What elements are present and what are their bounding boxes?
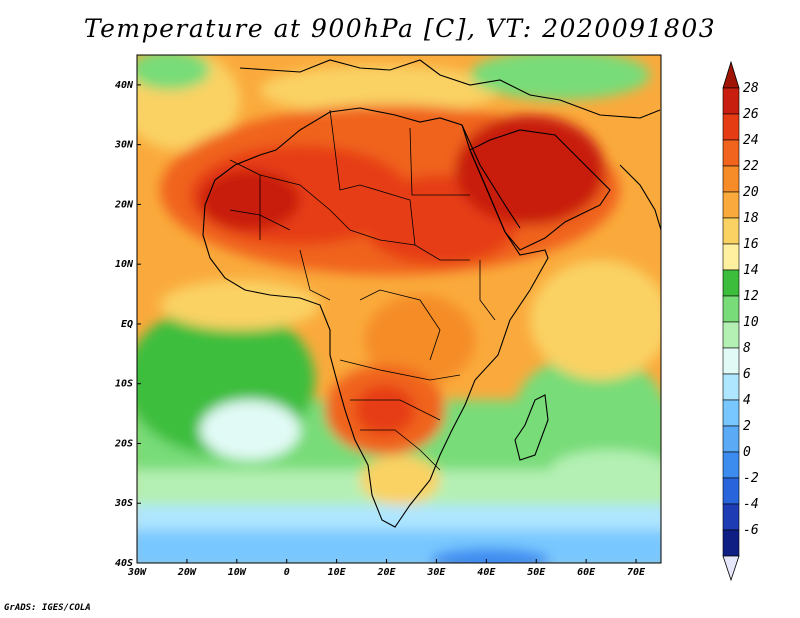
- field-indian-pale: [550, 450, 661, 490]
- europe-coastline: [239, 59, 661, 119]
- border-line: [229, 209, 291, 231]
- y-tick-label: 30S: [114, 498, 133, 509]
- x-tick-label: 10E: [328, 567, 347, 578]
- field-med-yellow: [260, 65, 500, 115]
- y-tick-label: EQ: [121, 319, 133, 330]
- coastlines: [202, 59, 661, 528]
- colorbar-label: 4: [743, 393, 751, 408]
- y-tick-label: 40N: [115, 80, 134, 91]
- x-tick-label: 20E: [376, 567, 396, 578]
- madagascar-coastline: [514, 394, 549, 461]
- country-borders: [229, 109, 496, 471]
- field-west-sahara-red: [200, 170, 300, 230]
- x-tick-label: 70E: [627, 567, 646, 578]
- colorbar-swatch: [722, 451, 740, 479]
- colorbar-swatch: [722, 347, 740, 375]
- colorbar-label: 18: [743, 211, 759, 226]
- border-line: [360, 429, 441, 471]
- x-tick-label: 40E: [477, 567, 496, 578]
- field-cold-core: [430, 548, 550, 563]
- colorbar-swatch: [722, 113, 740, 141]
- colorbar-swatch: [722, 477, 740, 505]
- colorbar-swatch: [722, 139, 740, 167]
- border-line: [259, 174, 351, 231]
- x-tick-label: 20W: [177, 567, 197, 578]
- colorbar-label: -6: [743, 523, 759, 538]
- map-panel: [137, 55, 661, 563]
- colorbar-label: 12: [743, 289, 759, 304]
- field-gulf-guinea: [160, 280, 320, 330]
- field-north-green: [137, 55, 210, 90]
- axis-ticks: 30W 20W 10W 0 10E 20E 30E 40E 50E 60E 70E 40N 30N 20N…: [114, 80, 646, 578]
- india-coastline: [619, 164, 661, 231]
- border-line: [329, 109, 416, 246]
- colorbar-label: 10: [743, 315, 759, 330]
- colorbar-swatch: [722, 425, 740, 453]
- y-tick-label: 20S: [114, 438, 133, 449]
- colorbar-swatch: [722, 243, 740, 271]
- colorbar-swatch: [722, 399, 740, 427]
- field-atlantic-pale: [200, 400, 300, 460]
- colorbar-swatch: [722, 217, 740, 245]
- colorbar-swatch: [722, 321, 740, 349]
- colorbar-label: 14: [743, 263, 759, 278]
- y-tick-label: 20N: [114, 199, 134, 210]
- colorbar-label: 20: [743, 185, 759, 200]
- field-cape-yellow: [360, 455, 440, 505]
- colorbar-label: 0: [743, 445, 751, 460]
- colorbar-swatch: [722, 373, 740, 401]
- colorbar-label: 22: [743, 159, 759, 174]
- colorbar-label: -2: [743, 471, 759, 486]
- red-sea-coastline: [461, 124, 521, 229]
- field-indian-yellow: [530, 260, 661, 380]
- colorbar-label: 6: [743, 367, 751, 382]
- y-tick-label: 10S: [115, 379, 133, 390]
- field-indian-green: [515, 355, 661, 465]
- colorbar-label: 26: [743, 107, 759, 122]
- colorbar-label: 8: [743, 341, 751, 356]
- border-line: [299, 249, 331, 301]
- field-black-sea: [470, 55, 650, 100]
- colorbar-bottom-arrow: [722, 555, 740, 582]
- y-tick-label: 30N: [114, 140, 134, 151]
- x-tick-label: 10W: [228, 567, 247, 578]
- colorbar-swatch: [722, 529, 740, 557]
- colorbar-swatch: [722, 87, 740, 115]
- arabia-coastline: [469, 129, 611, 251]
- colorbar-label: 24: [743, 133, 759, 148]
- colorbar-label: -4: [743, 497, 759, 512]
- field-kalahari-red: [355, 385, 415, 435]
- field-band-blue: [137, 530, 661, 563]
- colorbar-top-arrow: [722, 60, 740, 89]
- colorbar-swatch: [722, 191, 740, 219]
- map-frame: [136, 54, 662, 564]
- colorbar-swatch: [722, 503, 740, 531]
- y-tick-label: 40S: [115, 558, 133, 569]
- y-tick-label: 10N: [115, 259, 134, 270]
- colorbar-label: 2: [743, 419, 751, 434]
- x-tick-label: 0: [284, 567, 290, 578]
- colorbar-label: 16: [743, 237, 759, 252]
- credit-text: GrADS: IGES/COLA: [4, 603, 91, 613]
- border-line: [359, 289, 441, 361]
- border-line: [479, 260, 496, 321]
- border-line: [409, 127, 470, 196]
- x-tick-label: 50E: [527, 567, 546, 578]
- x-tick-label: 30W: [127, 567, 147, 578]
- field-arabia-red: [455, 115, 605, 225]
- x-tick-label: 30E: [426, 567, 446, 578]
- x-tick-label: 60E: [577, 567, 596, 578]
- chart-title: Temperature at 900hPa [C], VT: 202009180…: [83, 14, 717, 43]
- border-line: [350, 399, 441, 421]
- field-central-orange: [365, 295, 475, 385]
- border-line: [339, 359, 461, 381]
- border-line: [349, 229, 470, 261]
- colorbar-swatch: [722, 165, 740, 193]
- colorbar-swatch: [722, 269, 740, 297]
- colorbar-label: 28: [743, 81, 759, 96]
- colorbar-swatch: [722, 295, 740, 323]
